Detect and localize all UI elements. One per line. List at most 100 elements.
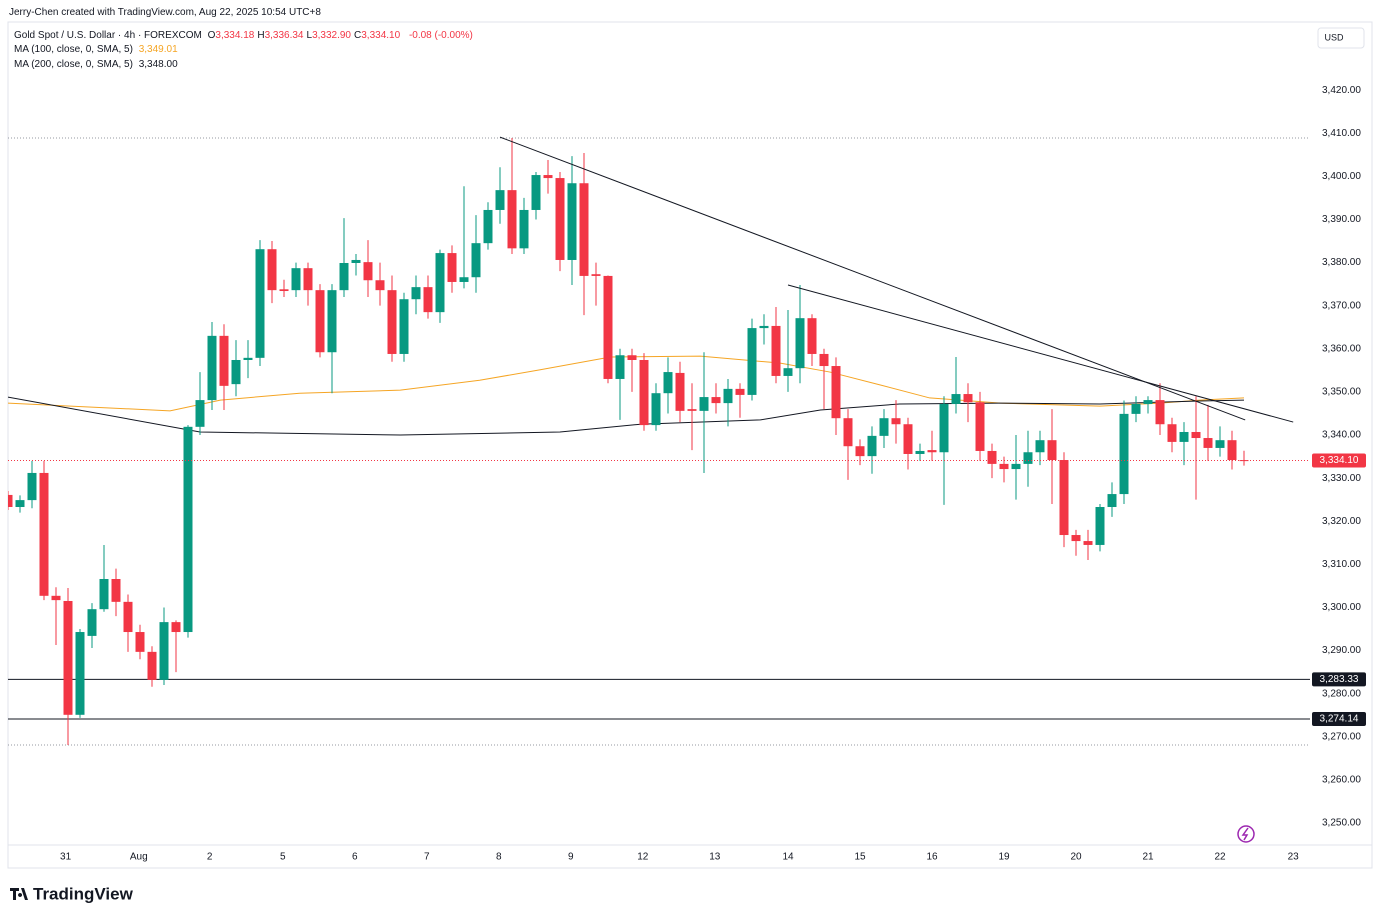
- candle-body: [27, 472, 37, 501]
- candle-body: [435, 253, 445, 313]
- x-tick-label: 8: [496, 852, 502, 863]
- ma-line: [8, 355, 1245, 412]
- y-tick-label: 3,330.00: [1322, 473, 1361, 484]
- ohlc: O3,334.18 H3,336.34 L3,332.90 C3,334.10: [208, 30, 404, 41]
- x-tick-label: 21: [1142, 852, 1154, 863]
- candle-body: [495, 190, 505, 210]
- candle-body: [423, 287, 433, 313]
- change: -0.08 (-0.00%): [408, 30, 473, 41]
- x-tick-label: 16: [926, 852, 938, 863]
- ma-value: 3,349.01: [138, 44, 178, 55]
- candle-body: [771, 325, 781, 376]
- y-tick-label: 3,320.00: [1322, 516, 1361, 527]
- level-label: 3,283.33: [1320, 674, 1359, 685]
- candle-body: [1059, 460, 1069, 536]
- trendline: [787, 284, 1294, 423]
- candle-body: [723, 388, 733, 404]
- x-tick-label: 31: [60, 852, 72, 863]
- candle-body: [171, 622, 181, 633]
- symbol-legend: Gold Spot / U.S. Dollar · 4h · FOREXCOM …: [14, 30, 476, 41]
- candle-body: [411, 287, 421, 300]
- candle-body: [1191, 431, 1201, 439]
- candle-body: [39, 472, 49, 596]
- candle-body: [903, 424, 913, 454]
- x-tick-label: 15: [854, 852, 866, 863]
- currency-button[interactable]: [1317, 27, 1365, 49]
- candle-body: [879, 418, 889, 436]
- ohlc-key: C: [354, 30, 362, 41]
- ohlc-value: 3,336.34: [264, 30, 304, 41]
- ma-line: [8, 396, 1245, 436]
- candle-body: [315, 290, 325, 353]
- candle-body: [951, 394, 961, 404]
- candle-body: [999, 463, 1009, 470]
- candle-body: [291, 268, 301, 291]
- candle-body: [1167, 424, 1177, 442]
- candle-body: [1155, 400, 1165, 425]
- y-tick-label: 3,410.00: [1322, 128, 1361, 139]
- candle-body: [627, 355, 637, 360]
- candle-body: [255, 249, 265, 358]
- candle-body: [975, 402, 985, 451]
- y-tick-label: 3,370.00: [1322, 300, 1361, 311]
- candle-body: [1011, 463, 1021, 470]
- candle-body: [243, 357, 253, 360]
- trendline: [499, 136, 1246, 421]
- candle-body: [927, 450, 937, 453]
- candle-body: [387, 290, 397, 354]
- candle-body: [1203, 438, 1213, 448]
- axes: 3,250.00 3,260.00 3,270.00 3,280.00 3,290.00…: [60, 85, 1366, 863]
- ma-legend: MA (200, close, 0, SMA, 5) 3,348.00: [14, 59, 181, 70]
- candle-body: [279, 289, 289, 292]
- candle-body: [639, 359, 649, 426]
- candle-body: [1071, 535, 1081, 542]
- candle-body: [351, 259, 361, 263]
- candle-body: [1047, 440, 1057, 461]
- y-tick-label: 3,420.00: [1322, 85, 1361, 96]
- y-tick-label: 3,380.00: [1322, 257, 1361, 268]
- ohlc-key: O: [207, 30, 216, 41]
- candle-body: [195, 400, 205, 427]
- y-tick-label: 3,300.00: [1322, 602, 1361, 613]
- candle-body: [15, 500, 25, 508]
- candle-body: [1215, 440, 1225, 448]
- level-box: [1312, 711, 1366, 726]
- candle-body: [795, 318, 805, 369]
- candle-body: [231, 359, 241, 385]
- x-tick-label: 6: [352, 852, 358, 863]
- candle-body: [1107, 494, 1117, 508]
- ma-name: MA (200, close, 0, SMA, 5): [14, 59, 133, 70]
- candle-body: [1131, 403, 1141, 414]
- candle-body: [99, 579, 109, 610]
- candle-body: [855, 446, 865, 457]
- x-tick-label: 14: [782, 852, 794, 863]
- candle-body: [867, 435, 877, 457]
- candle-body: [687, 409, 697, 411]
- y-tick-label: 3,290.00: [1322, 645, 1361, 656]
- level-box: [1312, 672, 1366, 687]
- candle-body: [51, 595, 61, 601]
- candle-body: [1143, 400, 1153, 404]
- ohlc-value: 3,334.10: [361, 30, 401, 41]
- ohlc-key: H: [257, 30, 265, 41]
- candle-body: [819, 353, 829, 367]
- level-label: 3,274.14: [1320, 714, 1359, 725]
- candle-body: [987, 450, 997, 464]
- ma-legend: MA (100, close, 0, SMA, 5) 3,349.01: [14, 44, 181, 55]
- candle-body: [939, 403, 949, 453]
- candle-body: [159, 622, 169, 680]
- ma-value: 3,348.00: [138, 59, 178, 70]
- candle-body: [1035, 440, 1045, 453]
- x-tick-label: 13: [709, 852, 721, 863]
- credit: Jerry-Chen created with TradingView.com,…: [9, 7, 321, 18]
- candle-body: [303, 268, 313, 291]
- candle-body: [207, 335, 217, 401]
- y-tick-label: 3,390.00: [1322, 214, 1361, 225]
- y-tick-label: 3,400.00: [1322, 171, 1361, 182]
- candle-body: [1227, 440, 1237, 461]
- candle-body: [1083, 541, 1093, 545]
- x-tick-label: 5: [280, 852, 286, 863]
- candle-body: [219, 335, 229, 386]
- ohlc-value: 3,334.18: [215, 30, 255, 41]
